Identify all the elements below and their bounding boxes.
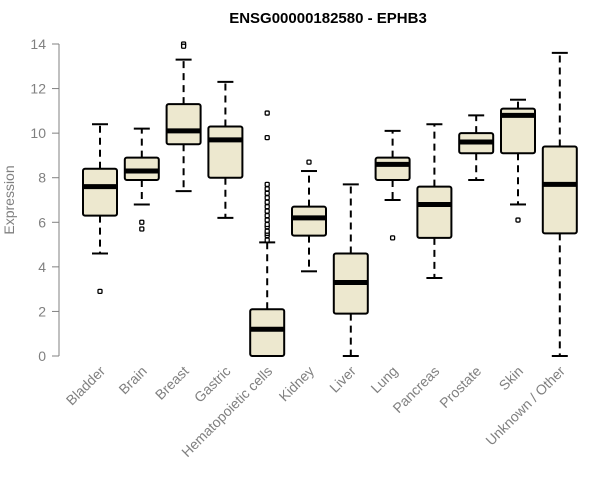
box-kidney — [291, 159, 327, 273]
box-brain — [123, 127, 160, 232]
y-tick-label: 14 — [30, 36, 46, 52]
outlier-point — [264, 195, 270, 201]
x-tick-label: Bladder — [63, 363, 109, 409]
outlier-point — [264, 221, 270, 228]
outlier-point — [264, 208, 270, 214]
outlier-point — [97, 288, 103, 295]
chart-title: ENSG00000182580 - EPHB3 — [229, 10, 427, 27]
x-tick-label: Liver — [326, 363, 359, 396]
outlier-point — [139, 219, 145, 225]
x-tick-label: Unknown / Other — [482, 363, 568, 449]
outlier-point — [264, 228, 270, 234]
x-tick-label: Kidney — [276, 363, 318, 405]
outlier-point — [264, 204, 270, 210]
outlier-point — [264, 134, 270, 141]
x-tick-label: Skin — [496, 363, 527, 394]
iqr-box — [416, 185, 453, 239]
box-liver — [332, 183, 369, 357]
x-tick-label: Brain — [115, 363, 149, 397]
iqr-box — [207, 125, 244, 179]
outlier-point — [306, 159, 312, 165]
box-lung — [374, 129, 411, 241]
y-tick-label: 4 — [38, 259, 46, 275]
box-skin — [500, 98, 536, 223]
outlier-point — [264, 237, 270, 243]
outlier-point — [264, 199, 270, 205]
x-tick-label: Breast — [152, 363, 192, 403]
outlier-point — [515, 217, 521, 223]
iqr-box — [500, 107, 536, 155]
outlier-point — [264, 190, 270, 196]
y-tick-label: 10 — [30, 125, 46, 141]
box-unknown-other — [541, 51, 578, 357]
x-tick-label: Prostate — [436, 363, 484, 411]
iqr-box — [374, 156, 411, 181]
outlier-point — [180, 43, 187, 49]
y-axis: 0 2 4 6 8 10 12 14 — [30, 36, 60, 364]
boxes-group — [82, 41, 578, 358]
outlier-point — [389, 235, 396, 241]
iqr-box — [541, 145, 578, 235]
box-prostate — [458, 114, 495, 181]
outlier-point — [264, 217, 270, 223]
box-breast — [165, 41, 202, 193]
y-tick-label: 12 — [30, 81, 46, 97]
iqr-box — [165, 103, 202, 146]
iqr-box — [249, 308, 286, 358]
box-pancreas — [416, 123, 453, 279]
outlier-point — [139, 226, 145, 232]
iqr-box — [82, 167, 118, 217]
y-tick-label: 2 — [38, 303, 46, 319]
outlier-point — [264, 181, 270, 188]
y-tick-label: 8 — [38, 170, 46, 186]
box-hematopoietic-cells — [249, 110, 286, 358]
y-tick-label: 6 — [38, 214, 46, 230]
outlier-point — [264, 212, 270, 219]
y-tick-label: 0 — [38, 348, 46, 364]
y-axis-label: Expression — [1, 165, 17, 234]
outlier-point — [264, 186, 270, 192]
box-gastric — [207, 80, 244, 219]
box-bladder — [82, 123, 118, 295]
iqr-box — [291, 205, 327, 237]
outlier-point — [264, 110, 270, 116]
x-tick-label: Lung — [367, 363, 400, 396]
